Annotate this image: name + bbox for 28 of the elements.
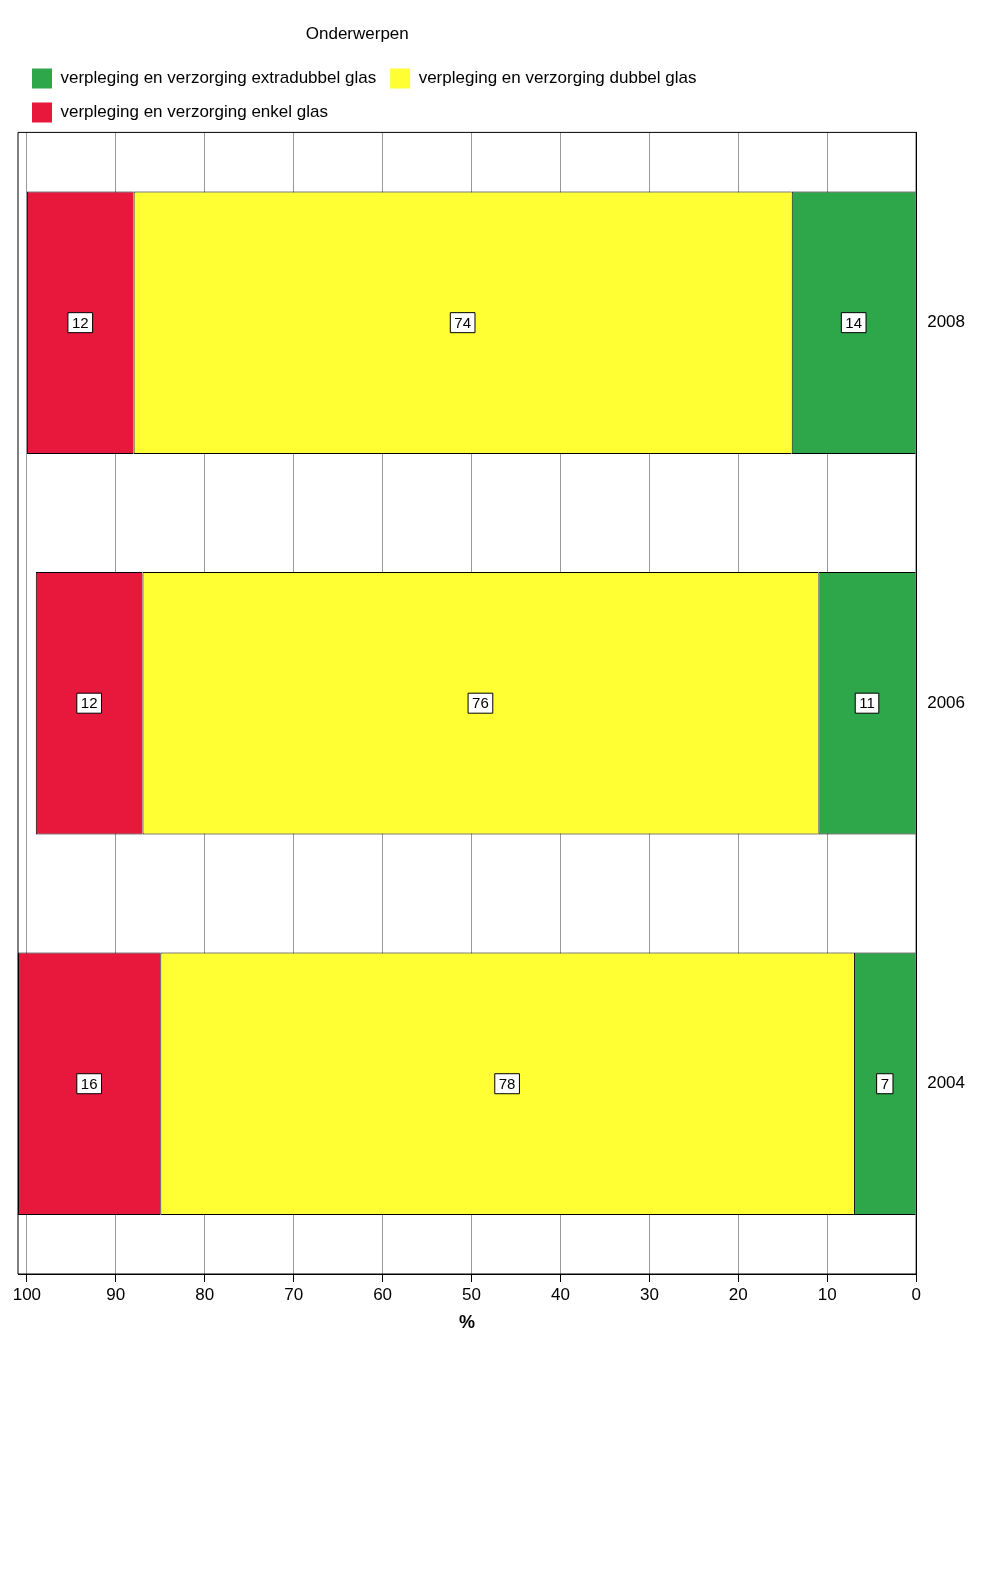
data-label: 14 xyxy=(845,313,863,331)
x-tick-label: 50 xyxy=(462,1284,481,1304)
x-tick-label: 70 xyxy=(284,1284,304,1304)
x-tick-label: 80 xyxy=(195,1284,215,1304)
x-tick-label: 90 xyxy=(106,1284,126,1304)
x-axis-title: % xyxy=(459,1312,476,1333)
data-label: 7 xyxy=(880,1074,889,1092)
data-label: 16 xyxy=(80,1074,98,1092)
legend-label: verpleging en verzorging enkel glas xyxy=(60,102,328,122)
x-tick-label: 60 xyxy=(373,1284,393,1304)
data-label: 12 xyxy=(71,313,89,331)
x-tick-label: 10 xyxy=(817,1284,837,1304)
y-tick-label: 2008 xyxy=(927,312,966,332)
data-label: 12 xyxy=(80,694,98,712)
legend-title: Onderwerpen xyxy=(305,24,409,44)
data-label: 78 xyxy=(498,1074,516,1092)
y-tick-label: 2004 xyxy=(927,1073,966,1093)
data-label: 76 xyxy=(472,694,489,712)
legend-label: verpleging en verzorging extradubbel glas xyxy=(60,68,377,88)
x-tick-label: 20 xyxy=(728,1284,748,1304)
data-label: 11 xyxy=(859,694,875,712)
x-tick-label: 30 xyxy=(639,1284,659,1304)
x-tick-label: 0 xyxy=(911,1284,921,1304)
data-label: 74 xyxy=(454,313,471,331)
y-tick-label: 2006 xyxy=(927,692,966,712)
legend-label: verpleging en verzorging dubbel glas xyxy=(418,68,697,88)
x-tick-label: 100 xyxy=(12,1284,42,1304)
x-tick-label: 40 xyxy=(551,1284,570,1304)
